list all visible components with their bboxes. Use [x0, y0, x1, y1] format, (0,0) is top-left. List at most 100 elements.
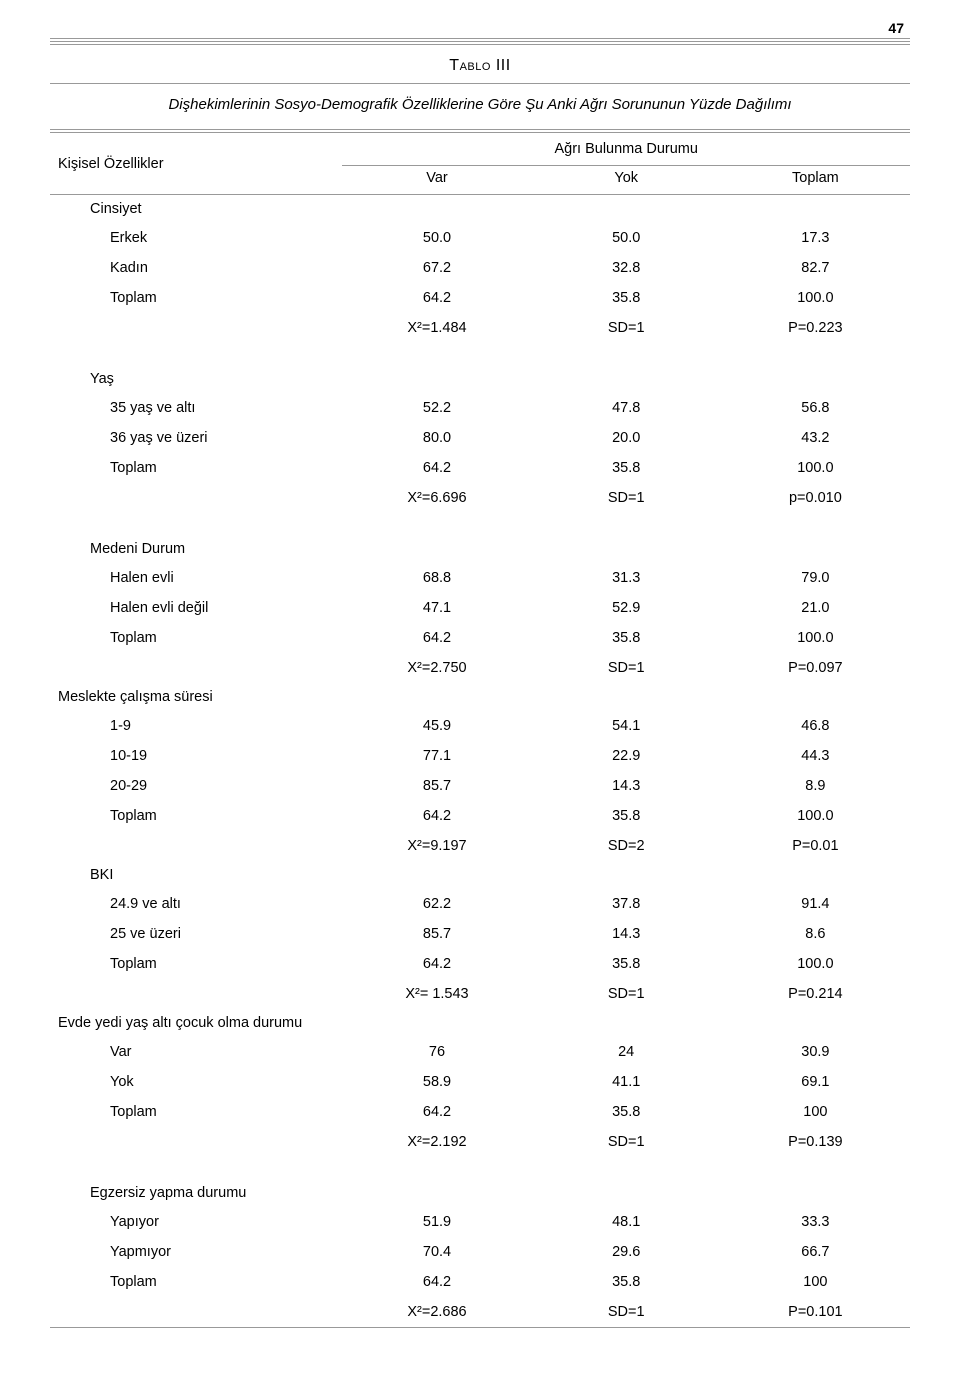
- stat-yok: SD=1: [532, 1297, 721, 1328]
- cell-toplam: 56.8: [721, 393, 910, 423]
- stat-yok: SD=1: [532, 979, 721, 1009]
- cell-var: 51.9: [342, 1207, 531, 1237]
- cell-toplam: 100.0: [721, 801, 910, 831]
- cell-yok: 47.8: [532, 393, 721, 423]
- cell-var: 64.2: [342, 1097, 531, 1127]
- table-row: 35 yaş ve altı52.247.856.8: [50, 393, 910, 423]
- table-row: Yapıyor51.948.133.3: [50, 1207, 910, 1237]
- cell-yok: 52.9: [532, 593, 721, 623]
- cell-toplam: 66.7: [721, 1237, 910, 1267]
- cell-yok: 54.1: [532, 711, 721, 741]
- stat-toplam: P=0.214: [721, 979, 910, 1009]
- cell-yok: 35.8: [532, 949, 721, 979]
- stat-empty: [50, 483, 342, 513]
- cell-toplam: 43.2: [721, 423, 910, 453]
- stat-var: X²=2.750: [342, 653, 531, 683]
- cell-yok: 14.3: [532, 919, 721, 949]
- cell-toplam: 100.0: [721, 283, 910, 313]
- table-row: Yok58.941.169.1: [50, 1067, 910, 1097]
- cell-yok: 31.3: [532, 563, 721, 593]
- cell-var: 76: [342, 1037, 531, 1067]
- cell-yok: 35.8: [532, 1097, 721, 1127]
- stat-toplam: P=0.139: [721, 1127, 910, 1157]
- cell-toplam: 100.0: [721, 453, 910, 483]
- table-row: Halen evli68.831.379.0: [50, 563, 910, 593]
- section-header: Cinsiyet: [50, 195, 910, 224]
- cell-var: 58.9: [342, 1067, 531, 1097]
- subtitle-rule: [50, 129, 910, 130]
- row-label: Toplam: [50, 1097, 342, 1127]
- stat-toplam: P=0.01: [721, 831, 910, 861]
- cell-toplam: 91.4: [721, 889, 910, 919]
- cell-toplam: 21.0: [721, 593, 910, 623]
- section-title: Yaş: [50, 343, 910, 393]
- table-label: Tablo III: [50, 49, 910, 83]
- table-row: Toplam64.235.8100: [50, 1267, 910, 1297]
- stat-empty: [50, 313, 342, 343]
- table-row: 25 ve üzeri85.714.38.6: [50, 919, 910, 949]
- stat-yok: SD=1: [532, 653, 721, 683]
- section-title: Medeni Durum: [50, 513, 910, 563]
- stat-toplam: P=0.223: [721, 313, 910, 343]
- cell-yok: 14.3: [532, 771, 721, 801]
- cell-yok: 35.8: [532, 283, 721, 313]
- cell-toplam: 100.0: [721, 623, 910, 653]
- cell-yok: 32.8: [532, 253, 721, 283]
- table-row: Kadın67.232.882.7: [50, 253, 910, 283]
- row-label: Toplam: [50, 623, 342, 653]
- row-label: 1-9: [50, 711, 342, 741]
- cell-yok: 50.0: [532, 223, 721, 253]
- stat-toplam: P=0.097: [721, 653, 910, 683]
- cell-var: 64.2: [342, 949, 531, 979]
- stat-row: X²=2.750SD=1P=0.097: [50, 653, 910, 683]
- col-var: Var: [342, 166, 531, 195]
- cell-yok: 29.6: [532, 1237, 721, 1267]
- stat-empty: [50, 1127, 342, 1157]
- cell-var: 68.8: [342, 563, 531, 593]
- stat-toplam: p=0.010: [721, 483, 910, 513]
- cell-var: 85.7: [342, 919, 531, 949]
- stat-yok: SD=1: [532, 313, 721, 343]
- col-yok: Yok: [532, 166, 721, 195]
- stat-var: X²=2.192: [342, 1127, 531, 1157]
- col-toplam: Toplam: [721, 166, 910, 195]
- section-title: Cinsiyet: [50, 195, 910, 224]
- cell-yok: 35.8: [532, 801, 721, 831]
- table-row: 36 yaş ve üzeri80.020.043.2: [50, 423, 910, 453]
- cell-var: 64.2: [342, 283, 531, 313]
- section-header: BKI: [50, 861, 910, 889]
- table-subtitle: Dişhekimlerinin Sosyo-Demografik Özellik…: [50, 84, 910, 129]
- cell-var: 64.2: [342, 453, 531, 483]
- stat-toplam: P=0.101: [721, 1297, 910, 1328]
- stat-row: X²= 1.543SD=1P=0.214: [50, 979, 910, 1009]
- row-label: Toplam: [50, 453, 342, 483]
- table-row: Toplam64.235.8100.0: [50, 949, 910, 979]
- cell-toplam: 46.8: [721, 711, 910, 741]
- table-body: CinsiyetErkek50.050.017.3Kadın67.232.882…: [50, 195, 910, 1328]
- row-label: Halen evli değil: [50, 593, 342, 623]
- cell-yok: 35.8: [532, 1267, 721, 1297]
- stat-row: X²=6.696SD=1p=0.010: [50, 483, 910, 513]
- cell-yok: 35.8: [532, 453, 721, 483]
- cell-toplam: 44.3: [721, 741, 910, 771]
- table-row: Halen evli değil47.152.921.0: [50, 593, 910, 623]
- cell-var: 85.7: [342, 771, 531, 801]
- cell-toplam: 30.9: [721, 1037, 910, 1067]
- stat-yok: SD=1: [532, 1127, 721, 1157]
- col-group-left: Kişisel Özellikler: [50, 133, 342, 195]
- stat-empty: [50, 831, 342, 861]
- row-label: Toplam: [50, 801, 342, 831]
- section-header: Medeni Durum: [50, 513, 910, 563]
- page-container: 47 Tablo III Dişhekimlerinin Sosyo-Demog…: [0, 0, 960, 1368]
- cell-var: 47.1: [342, 593, 531, 623]
- cell-var: 77.1: [342, 741, 531, 771]
- page-number: 47: [50, 20, 910, 38]
- row-label: 20-29: [50, 771, 342, 801]
- data-table: Kişisel Özellikler Ağrı Bulunma Durumu V…: [50, 132, 910, 1328]
- section-title: Evde yedi yaş altı çocuk olma durumu: [50, 1009, 910, 1037]
- row-label: 10-19: [50, 741, 342, 771]
- stat-empty: [50, 1297, 342, 1328]
- cell-toplam: 8.9: [721, 771, 910, 801]
- stat-var: X²=6.696: [342, 483, 531, 513]
- stat-var: X²=9.197: [342, 831, 531, 861]
